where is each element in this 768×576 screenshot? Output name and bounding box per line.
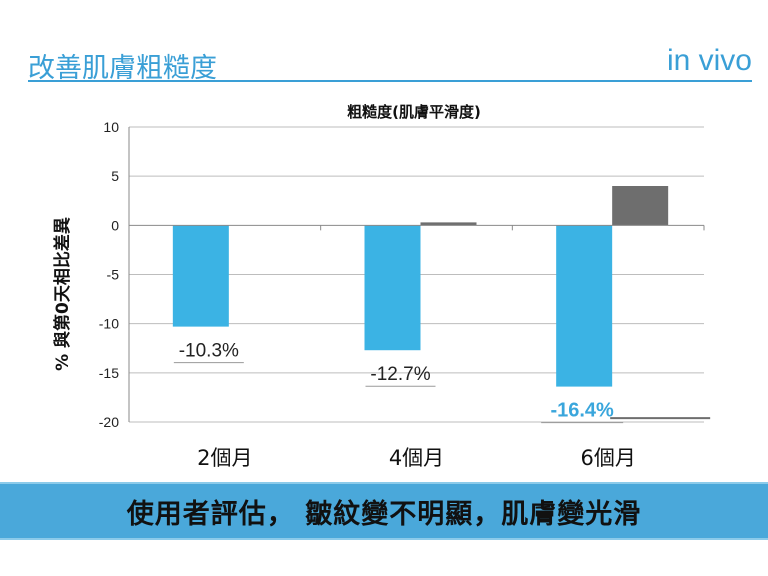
slide-title: 改善肌膚粗糙度 [28,53,217,84]
slide-heading: 改善肌膚粗糙度 in vivo [0,42,768,84]
x-tick-label: 4個月 [389,446,444,470]
axes [128,127,705,422]
y-tick-label: 0 [111,217,119,233]
bar-series1-3 [556,225,613,387]
y-axis-label: % 與第0天相比差異 [52,217,73,371]
bar-series1-2 [364,225,421,351]
tick-labels: 10 5 0 -5 -10 -15 -20 2個月 4個月 6個月 [99,119,636,470]
heading-underline [28,80,752,82]
bar-series2-3 [612,186,669,226]
y-tick-label: -20 [99,414,119,430]
x-tick-label: 2個月 [197,446,252,470]
data-labels: -10.3% -12.7% -16.4% [173,341,711,424]
footer-message: 使用者評估， 皺紋變不明顯，肌膚變光滑 [126,498,642,530]
footer-banner: 使用者評估， 皺紋變不明顯，肌膚變光滑 [0,482,768,540]
y-tick-label: 5 [111,168,119,184]
chart-title: 粗糙度(肌膚平滑度) [347,103,481,121]
bar-series2-2 [420,222,477,226]
y-tick-label: 10 [103,119,119,135]
data-label: -12.7% [370,364,430,385]
data-label: -16.4% [550,400,614,422]
roughness-bar-chart: 粗糙度(肌膚平滑度) % 與第0天相比差異 10 5 0 -5 -10 -15 -20 2個月… [52,103,711,470]
bars [172,186,669,387]
y-tick-label: -10 [99,316,119,332]
x-tick-label: 6個月 [580,446,635,470]
bar-series1-1 [172,225,229,327]
y-tick-label: -5 [107,267,120,283]
study-type-tag: in vivo [666,44,752,77]
y-tick-label: -15 [99,365,119,381]
data-label: -10.3% [179,341,239,362]
